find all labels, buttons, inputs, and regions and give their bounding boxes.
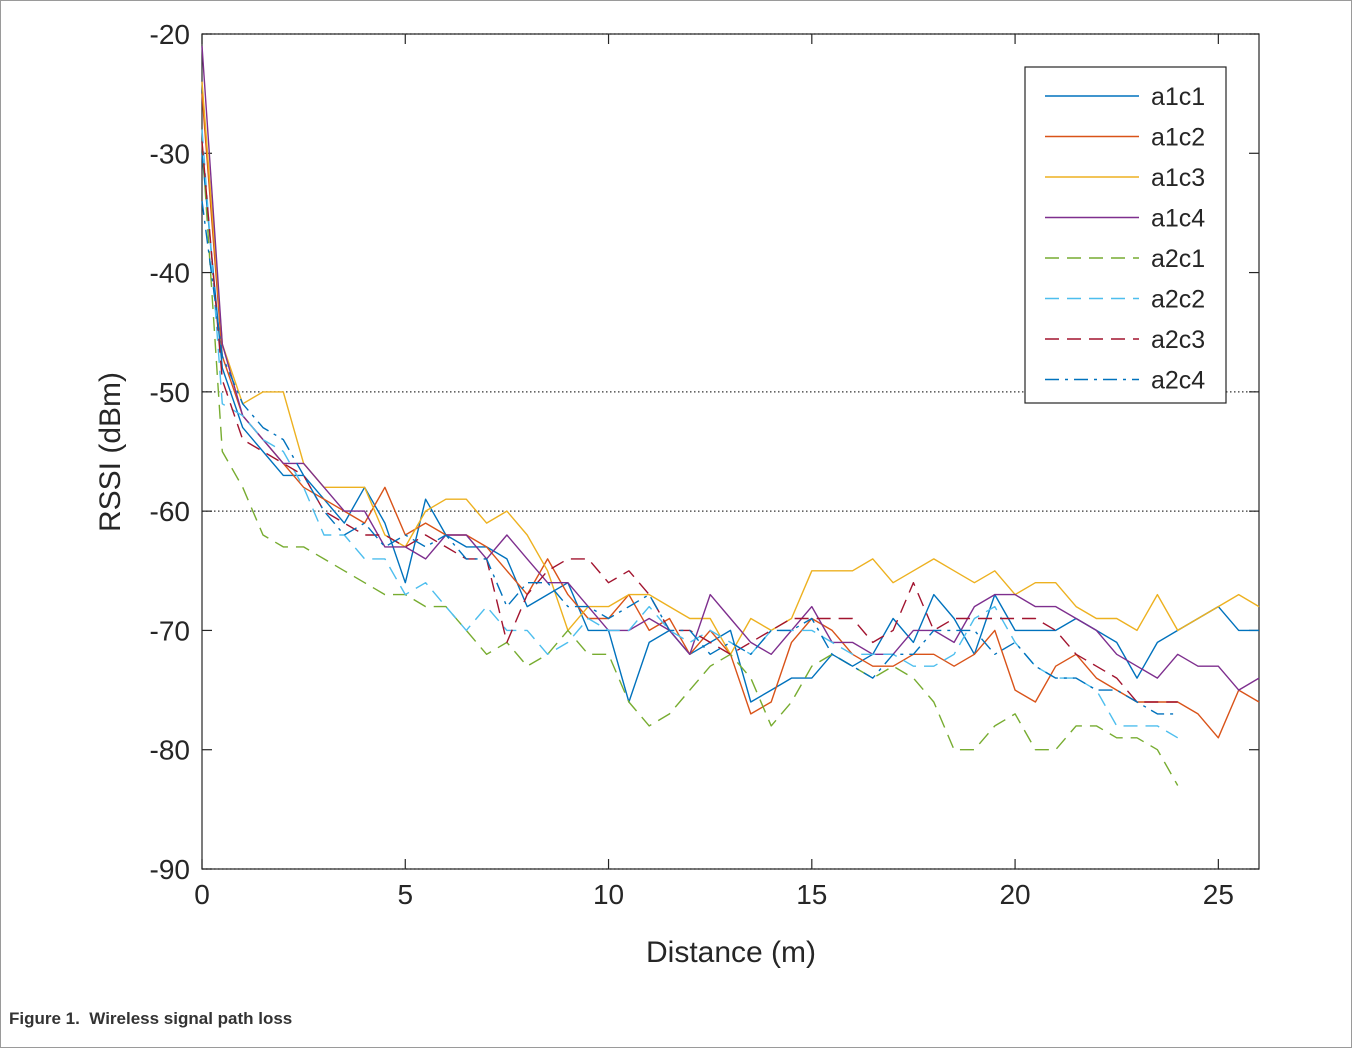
x-tick-label: 15 (796, 879, 827, 910)
legend-label-a2c1: a2c1 (1151, 245, 1205, 273)
legend-label-a1c3: a1c3 (1151, 164, 1205, 192)
y-tick-label: -40 (150, 258, 190, 289)
plot-area: -20 -30 -40 -50 -60 -70 -80 -900 5 10 15 20 25 a1c1 a1… (150, 19, 1260, 910)
figure-caption: Figure 1. Wireless signal path loss (9, 1009, 293, 1028)
legend-label-a2c2: a2c2 (1151, 286, 1205, 314)
y-tick-label: -80 (150, 735, 190, 766)
series-line-a2c4 (201, 200, 1178, 715)
y-axis-label: RSSI (dBm) (94, 372, 127, 532)
y-tick-label: -30 (150, 138, 190, 169)
x-tick-label: 0 (194, 879, 210, 910)
y-tick-label: -60 (150, 496, 190, 527)
legend-label-a2c3: a2c3 (1151, 326, 1205, 354)
legend-label-a1c4: a1c4 (1151, 205, 1205, 233)
legend-label-a1c1: a1c1 (1151, 83, 1205, 111)
legend-label-a1c2: a1c2 (1151, 124, 1205, 152)
legend-box (1024, 66, 1227, 404)
y-tick-label: -20 (150, 19, 190, 50)
y-tick-label: -50 (150, 377, 190, 408)
plot-border (201, 33, 1260, 870)
x-tick-label: 20 (999, 879, 1030, 910)
y-tick-label: -70 (150, 615, 190, 646)
y-tick-label: -90 (150, 854, 190, 885)
x-tick-label: 5 (397, 879, 413, 910)
series-line-a2c1 (201, 141, 1179, 786)
line-chart: -20 -30 -40 -50 -60 -70 -80 -900 5 10 15 20 25 a1c1 a1… (94, 19, 1260, 969)
series-line-a2c2 (201, 129, 1179, 739)
x-tick-label: 25 (1203, 879, 1234, 910)
x-axis-label: Distance (m) (646, 936, 816, 969)
legend-label-a2c4: a2c4 (1151, 367, 1205, 395)
x-tick-label: 10 (593, 879, 624, 910)
